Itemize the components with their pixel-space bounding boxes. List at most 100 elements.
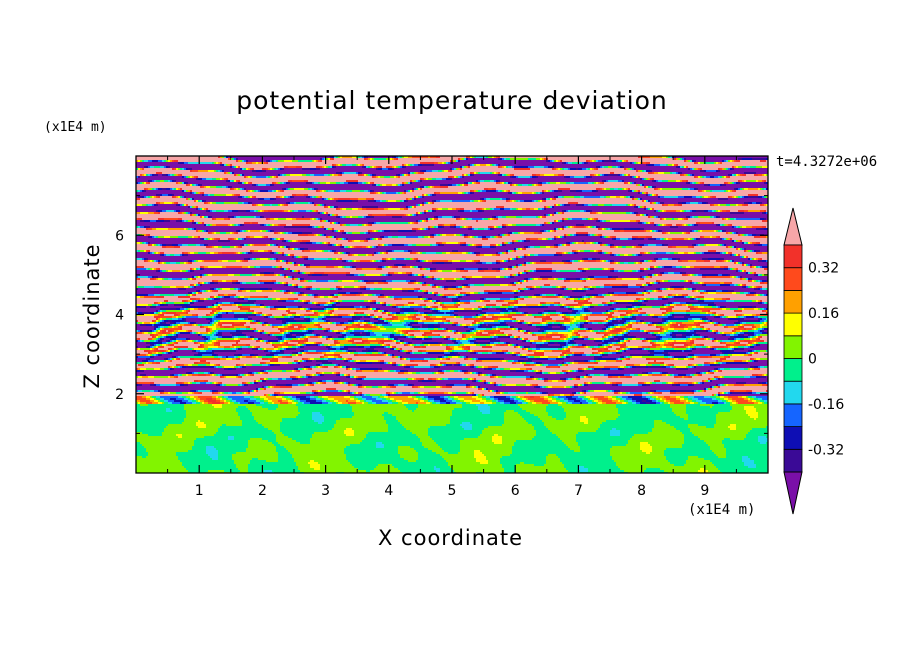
contour-cell: [148, 204, 153, 207]
contour-cell: [562, 260, 567, 263]
contour-cell: [148, 276, 153, 279]
contour-cell: [368, 224, 371, 227]
contour-cell: [490, 244, 495, 247]
contour-cell: [282, 252, 285, 255]
contour-cell: [508, 258, 511, 261]
contour-cell: [420, 186, 423, 189]
contour-cell: [748, 250, 751, 253]
contour-cell: [302, 280, 305, 283]
contour-cell: [138, 276, 149, 279]
contour-cell: [546, 160, 549, 163]
contour-cell: [300, 278, 303, 281]
contour-cell: [376, 238, 379, 241]
contour-cell: [308, 274, 313, 277]
contour-cell: [310, 288, 313, 291]
contour-cell: [542, 200, 545, 203]
contour-cell: [386, 258, 389, 261]
contour-cell: [498, 164, 501, 167]
contour-cell: [140, 278, 151, 281]
contour-cell: [506, 158, 511, 161]
contour-cell: [510, 192, 513, 195]
contour-cell: [588, 258, 593, 261]
contour-cell: [764, 188, 767, 191]
contour-cell: [736, 204, 739, 207]
contour-cell: [680, 210, 683, 213]
contour-cell: [194, 236, 199, 239]
contour-cell: [308, 294, 311, 297]
contour-cell: [200, 268, 203, 271]
contour-cell: [692, 246, 695, 249]
contour-cell: [162, 172, 225, 175]
contour-cell: [680, 286, 685, 289]
contour-cell: [420, 180, 423, 183]
contour-cell: [156, 180, 161, 183]
contour-cell: [304, 278, 433, 281]
contour-cell: [222, 252, 235, 255]
contour-cell: [466, 286, 469, 289]
contour-cell: [658, 210, 661, 213]
contour-cell: [358, 156, 361, 159]
contour-cell: [246, 290, 251, 293]
contour-cell: [738, 174, 741, 177]
contour-cell: [270, 160, 273, 163]
contour-cell: [568, 288, 573, 291]
contour-cell: [506, 276, 509, 279]
contour-cell: [498, 174, 501, 177]
contour-cell: [718, 274, 723, 277]
contour-cell: [300, 292, 303, 295]
contour-cell: [504, 276, 507, 279]
contour-cell: [620, 262, 625, 265]
contour-cell: [498, 260, 501, 263]
contour-cell: [258, 198, 261, 201]
contour-cell: [696, 176, 699, 179]
contour-cell: [680, 266, 683, 269]
contour-cell: [272, 160, 277, 163]
contour-cell: [210, 194, 215, 197]
contour-cell: [614, 260, 641, 263]
contour-cell: [374, 176, 377, 179]
contour-cell: [530, 278, 533, 281]
contour-cell: [472, 182, 475, 185]
contour-cell: [470, 292, 475, 295]
contour-cell: [274, 176, 277, 179]
contour-cell: [544, 192, 639, 195]
contour-cell: [232, 210, 239, 213]
contour-cell: [320, 242, 323, 245]
contour-cell: [562, 168, 565, 171]
contour-cell: [650, 202, 653, 205]
contour-cell: [462, 174, 465, 177]
contour-cell: [638, 292, 643, 295]
contour-cell: [562, 286, 565, 289]
contour-cell: [302, 278, 305, 281]
contour-cell: [536, 294, 541, 297]
contour-cell: [340, 292, 347, 295]
contour-cell: [478, 236, 483, 239]
contour-cell: [730, 274, 755, 277]
contour-cell: [752, 266, 755, 269]
contour-cell: [190, 228, 193, 231]
contour-cell: [198, 236, 201, 239]
contour-cell: [250, 252, 253, 255]
contour-cell: [556, 196, 559, 199]
contour-cell: [232, 232, 235, 235]
contour-cell: [650, 252, 653, 255]
contour-cell: [564, 218, 567, 221]
contour-cell: [652, 236, 701, 239]
contour-cell: [378, 166, 383, 169]
contour-cell: [408, 174, 411, 177]
contour-cell: [340, 224, 343, 227]
contour-cell: [258, 162, 265, 165]
contour-cell: [444, 286, 449, 289]
contour-cell: [338, 258, 341, 261]
contour-cell: [464, 270, 469, 273]
contour-cell: [562, 196, 565, 199]
contour-cell: [228, 238, 233, 241]
contour-cell: [332, 206, 335, 209]
contour-cell: [728, 168, 731, 171]
contour-cell: [430, 244, 433, 247]
contour-cell: [142, 182, 145, 185]
contour-cell: [552, 160, 555, 163]
contour-cell: [340, 294, 343, 297]
contour-cell: [398, 192, 401, 195]
contour-cell: [686, 166, 689, 169]
